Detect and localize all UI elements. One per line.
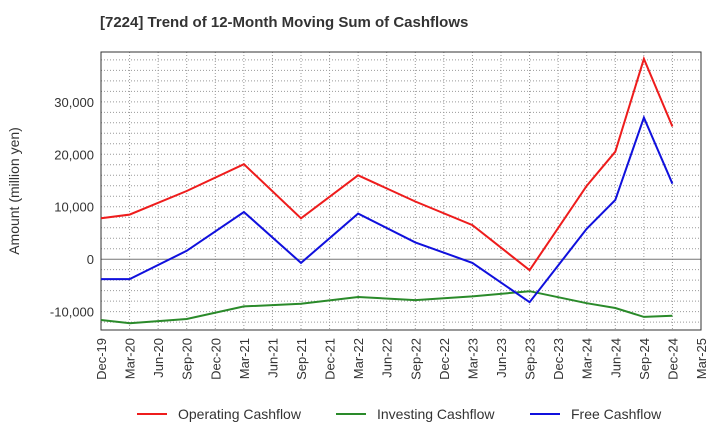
x-tick-label: Sep-23 (523, 338, 538, 380)
x-tick-label: Mar-22 (351, 338, 366, 379)
x-tick-label: Sep-24 (637, 338, 652, 380)
x-tick-label: Dec-23 (551, 338, 566, 380)
x-tick-label: Mar-20 (123, 338, 138, 379)
y-tick-label: 30,000 (54, 95, 94, 110)
plot-area (101, 52, 701, 330)
x-tick-label: Dec-21 (323, 338, 338, 380)
x-tick-label: Dec-24 (665, 338, 680, 380)
y-axis-title: Amount (million yen) (6, 127, 22, 255)
x-tick-label: Mar-25 (694, 338, 709, 379)
series-line-0 (100, 55, 674, 272)
x-tick-label: Sep-20 (180, 338, 195, 380)
series-line-1 (100, 290, 673, 325)
y-tick-label: 0 (87, 252, 94, 267)
x-tick-label: Mar-21 (237, 338, 252, 379)
x-tick-label: Mar-24 (580, 338, 595, 379)
x-tick-label: Mar-23 (465, 338, 480, 379)
plot-frame (100, 51, 702, 331)
x-tick-label: Jun-22 (380, 338, 395, 378)
x-tick-label: Jun-23 (494, 338, 509, 378)
y-tick-label: -10,000 (50, 305, 94, 320)
legend-label: Investing Cashflow (377, 406, 495, 422)
series-line-2 (101, 114, 674, 304)
x-tick-label: Dec-20 (208, 338, 223, 380)
x-tick-label: Dec-22 (437, 338, 452, 380)
x-tick-label: Sep-21 (294, 338, 309, 380)
y-tick-label: 10,000 (54, 200, 94, 215)
x-tick-label: Sep-22 (408, 338, 423, 380)
x-tick-label: Jun-21 (265, 338, 280, 378)
x-tick-label: Dec-19 (94, 338, 109, 380)
chart-title: [7224] Trend of 12-Month Moving Sum of C… (100, 14, 469, 31)
legend-label: Free Cashflow (571, 406, 662, 422)
y-tick-label: 20,000 (54, 147, 94, 162)
x-tick-label: Jun-24 (608, 338, 623, 378)
legend-label: Operating Cashflow (178, 406, 302, 422)
x-tick-label: Jun-20 (151, 338, 166, 378)
